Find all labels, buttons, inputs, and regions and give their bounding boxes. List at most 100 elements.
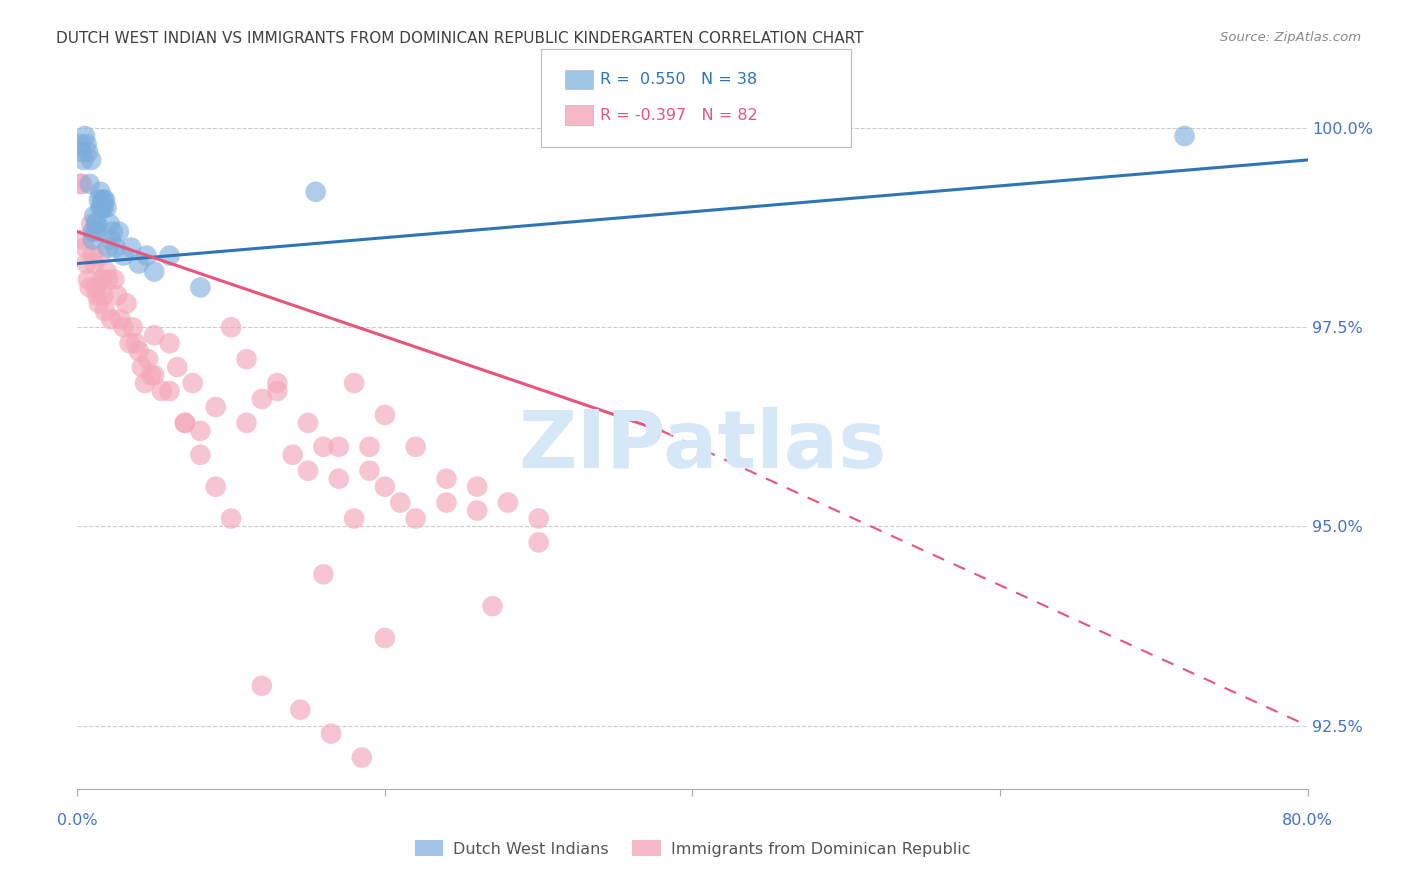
Point — [374, 480, 396, 494]
Point — [527, 535, 550, 549]
Point — [93, 201, 115, 215]
Point — [80, 217, 103, 231]
Point — [219, 320, 242, 334]
Point — [125, 336, 148, 351]
Point — [188, 280, 212, 294]
Point — [281, 448, 304, 462]
Point — [266, 376, 288, 390]
Text: R = -0.397   N = 82: R = -0.397 N = 82 — [600, 108, 758, 122]
Point — [70, 145, 93, 159]
Point — [110, 312, 132, 326]
Point — [219, 511, 242, 525]
Point — [100, 312, 122, 326]
Point — [76, 136, 98, 151]
Point — [82, 249, 104, 263]
Point — [436, 472, 458, 486]
Point — [89, 185, 111, 199]
Point — [69, 136, 91, 151]
Point — [159, 336, 181, 351]
Point — [96, 201, 118, 215]
Point — [343, 511, 366, 525]
Point — [465, 480, 488, 494]
Point — [115, 296, 138, 310]
Point — [496, 495, 519, 509]
Point — [436, 495, 458, 509]
Point — [305, 185, 328, 199]
Point — [73, 129, 96, 144]
Point — [290, 703, 312, 717]
Point — [105, 288, 128, 302]
Point — [120, 241, 142, 255]
Point — [527, 511, 550, 525]
Point — [89, 249, 111, 263]
Point — [297, 464, 319, 478]
Point — [235, 352, 257, 367]
Point — [136, 352, 159, 367]
Point — [101, 225, 124, 239]
Point — [86, 217, 108, 231]
Point — [79, 280, 101, 294]
Point — [359, 464, 381, 478]
Point — [134, 376, 156, 390]
Point — [97, 272, 120, 286]
Point — [319, 726, 342, 740]
Text: ZIPatlas: ZIPatlas — [519, 407, 887, 485]
Point — [77, 272, 100, 286]
Point — [121, 320, 143, 334]
Point — [150, 384, 173, 398]
Point — [76, 256, 98, 270]
Point — [141, 368, 163, 383]
Point — [188, 448, 212, 462]
Point — [118, 336, 141, 351]
Point — [97, 241, 120, 255]
Text: 80.0%: 80.0% — [1282, 814, 1333, 828]
Point — [174, 416, 197, 430]
Point — [90, 193, 114, 207]
Point — [131, 360, 153, 375]
Point — [135, 249, 157, 263]
Point — [83, 209, 105, 223]
Point — [159, 249, 181, 263]
Point — [128, 256, 150, 270]
Point — [328, 472, 350, 486]
Point — [108, 225, 131, 239]
Point — [143, 368, 166, 383]
Point — [94, 193, 117, 207]
Point — [405, 440, 427, 454]
Point — [72, 153, 94, 167]
Point — [143, 264, 166, 278]
Point — [181, 376, 204, 390]
Point — [69, 177, 91, 191]
Point — [98, 217, 121, 231]
Point — [312, 567, 335, 582]
Point — [96, 264, 118, 278]
Point — [405, 511, 427, 525]
Point — [84, 225, 107, 239]
Point — [83, 256, 105, 270]
Point — [1174, 129, 1197, 144]
Point — [90, 201, 114, 215]
Point — [100, 233, 122, 247]
Point — [73, 241, 96, 255]
Point — [94, 304, 117, 318]
Legend: Dutch West Indians, Immigrants from Dominican Republic: Dutch West Indians, Immigrants from Domi… — [408, 834, 977, 863]
Point — [112, 249, 135, 263]
Point — [374, 631, 396, 645]
Point — [465, 503, 488, 517]
Point — [235, 416, 257, 430]
Point — [72, 233, 94, 247]
Point — [70, 177, 93, 191]
Point — [188, 424, 212, 438]
Point — [89, 201, 111, 215]
Point — [90, 272, 114, 286]
Point — [204, 480, 226, 494]
Point — [328, 440, 350, 454]
Point — [104, 241, 127, 255]
Point — [159, 384, 181, 398]
Text: Source: ZipAtlas.com: Source: ZipAtlas.com — [1220, 31, 1361, 45]
Point — [93, 288, 115, 302]
Point — [297, 416, 319, 430]
Point — [266, 384, 288, 398]
Point — [389, 495, 412, 509]
Point — [204, 400, 226, 414]
